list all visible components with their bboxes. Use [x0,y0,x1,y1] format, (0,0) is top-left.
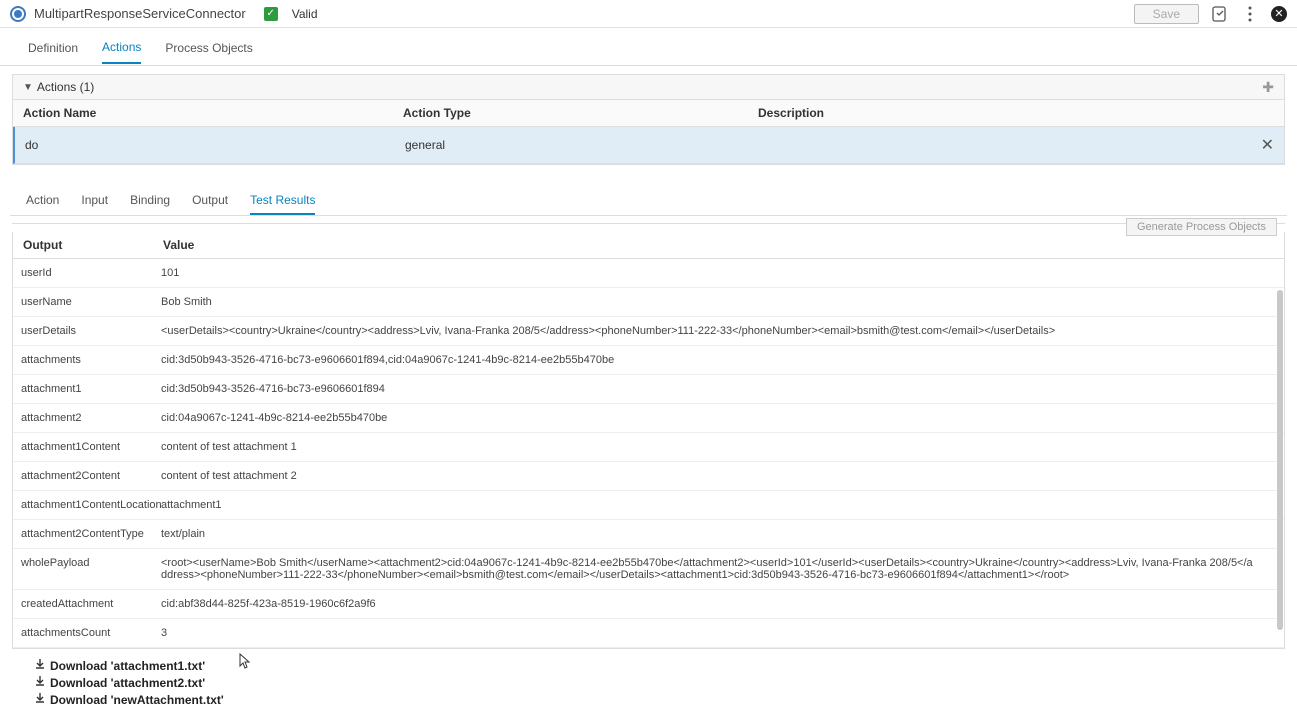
output-key: attachment1Content [21,441,161,453]
output-value: text/plain [161,528,1276,540]
output-value: attachment1 [161,499,1276,511]
nav-tabs: Definition Actions Process Objects [0,28,1297,66]
tab-actions[interactable]: Actions [102,40,141,64]
action-row[interactable]: do general ✕ [13,127,1284,164]
scrollbar[interactable] [1277,290,1283,630]
output-row: attachmentscid:3d50b943-3526-4716-bc73-e… [13,346,1284,375]
actions-title: Actions (1) [37,80,94,94]
output-key: userDetails [21,325,161,337]
download-icon [34,675,46,690]
more-menu-icon[interactable] [1241,5,1259,23]
actions-panel-header: ▼ Actions (1) ✚ [13,75,1284,99]
download-link[interactable]: Download 'attachment2.txt' [34,674,1285,691]
validate-icon[interactable] [1211,5,1229,23]
tab-process-objects[interactable]: Process Objects [165,41,252,63]
output-row: createdAttachmentcid:abf38d44-825f-423a-… [13,590,1284,619]
output-value: cid:abf38d44-825f-423a-8519-1960c6f2a9f6 [161,598,1276,610]
output-row: attachment2cid:04a9067c-1241-4b9c-8214-e… [13,404,1284,433]
download-icon [34,692,46,707]
actions-panel: ▼ Actions (1) ✚ Action Name Action Type … [12,74,1285,165]
actions-collapse-toggle[interactable]: ▼ Actions (1) [23,80,94,94]
output-row: attachment1Contentcontent of test attach… [13,433,1284,462]
output-table: Output Value userId101userNameBob Smithu… [12,232,1285,649]
output-key: wholePayload [21,557,161,581]
output-value: <root><userName>Bob Smith</userName><att… [161,557,1276,581]
mouse-cursor [239,653,251,672]
subtab-test-results[interactable]: Test Results [250,193,315,215]
output-key: attachments [21,354,161,366]
subtab-input[interactable]: Input [81,193,108,215]
actions-table-header: Action Name Action Type Description [13,99,1284,127]
output-key: attachmentsCount [21,627,161,639]
valid-label: Valid [292,7,318,21]
output-row: attachment2ContentTypetext/plain [13,520,1284,549]
sub-tabs: Action Input Binding Output Test Results [10,181,1287,216]
col-description: Description [758,106,1274,120]
output-row: userDetails<userDetails><country>Ukraine… [13,317,1284,346]
output-row: attachmentsCount3 [13,619,1284,648]
col-action-name: Action Name [23,106,403,120]
tab-definition[interactable]: Definition [28,41,78,63]
output-row: attachment2Contentcontent of test attach… [13,462,1284,491]
output-row: wholePayload<root><userName>Bob Smith</u… [13,549,1284,590]
output-key: attachment1 [21,383,161,395]
output-key: attachment1ContentLocation [21,499,161,511]
download-link[interactable]: Download 'newAttachment.txt' [34,691,1285,708]
output-row: attachment1cid:3d50b943-3526-4716-bc73-e… [13,375,1284,404]
output-value: cid:04a9067c-1241-4b9c-8214-ee2b55b470be [161,412,1276,424]
results-area: Generate Process Objects [12,216,1285,224]
top-bar-right: Save ✕ [1134,4,1287,24]
output-key: attachment2 [21,412,161,424]
output-key: userName [21,296,161,308]
download-label: Download 'newAttachment.txt' [50,693,224,707]
output-value: <userDetails><country>Ukraine</country><… [161,325,1276,337]
output-table-header: Output Value [13,232,1284,259]
output-table-body: userId101userNameBob SmithuserDetails<us… [13,259,1284,648]
output-value: content of test attachment 2 [161,470,1276,482]
col-value: Value [163,238,1274,252]
download-label: Download 'attachment1.txt' [50,659,205,673]
clipped-header [12,216,1285,224]
valid-check-icon: ✓ [264,7,278,21]
action-row-name: do [25,138,405,152]
output-row: attachment1ContentLocationattachment1 [13,491,1284,520]
subtab-action[interactable]: Action [26,193,59,215]
output-value: cid:3d50b943-3526-4716-bc73-e9606601f894 [161,383,1276,395]
col-action-type: Action Type [403,106,758,120]
output-key: userId [21,267,161,279]
output-value: 3 [161,627,1276,639]
action-row-type: general [405,138,760,152]
page-title: MultipartResponseServiceConnector [34,6,246,21]
generate-process-objects-button[interactable]: Generate Process Objects [1126,218,1277,236]
top-bar: MultipartResponseServiceConnector ✓ Vali… [0,0,1297,28]
connector-icon [10,6,26,22]
download-link[interactable]: Download 'attachment1.txt' [34,657,1285,674]
downloads-list: Download 'attachment1.txt' Download 'atta… [34,657,1285,708]
output-value: cid:3d50b943-3526-4716-bc73-e9606601f894… [161,354,1276,366]
output-row: userId101 [13,259,1284,288]
output-value: 101 [161,267,1276,279]
download-icon [34,658,46,673]
add-action-icon[interactable]: ✚ [1262,79,1274,96]
output-value: content of test attachment 1 [161,441,1276,453]
output-key: attachment2ContentType [21,528,161,540]
subtab-binding[interactable]: Binding [130,193,170,215]
top-bar-left: MultipartResponseServiceConnector ✓ Vali… [10,6,1134,22]
download-label: Download 'attachment2.txt' [50,676,205,690]
col-output: Output [23,238,163,252]
delete-row-icon[interactable]: ✕ [1244,135,1274,155]
output-value: Bob Smith [161,296,1276,308]
save-button[interactable]: Save [1134,4,1199,24]
output-key: createdAttachment [21,598,161,610]
close-icon[interactable]: ✕ [1271,6,1287,22]
output-key: attachment2Content [21,470,161,482]
subtab-output[interactable]: Output [192,193,228,215]
chevron-down-icon: ▼ [23,82,33,93]
output-row: userNameBob Smith [13,288,1284,317]
